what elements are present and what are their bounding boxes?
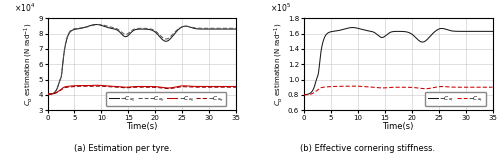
Text: (a) Estimation per tyre.: (a) Estimation per tyre. <box>74 144 172 153</box>
X-axis label: Time(s): Time(s) <box>126 122 158 131</box>
X-axis label: Time(s): Time(s) <box>382 122 414 131</box>
Legend: $-C_{\alpha_{fl}}$, $-C_{\alpha_{fr}}$, $-C_{\alpha_{rl}}$, $-C_{\alpha_{rr}}$: $-C_{\alpha_{fl}}$, $-C_{\alpha_{fr}}$, … <box>106 92 226 106</box>
Y-axis label: $C_\alpha$ estimation (N rad$^{-1}$): $C_\alpha$ estimation (N rad$^{-1}$) <box>273 22 285 106</box>
Text: $\times10^4$: $\times10^4$ <box>14 1 35 14</box>
Text: (b) Effective cornering stiffness.: (b) Effective cornering stiffness. <box>300 144 435 153</box>
Text: $\times10^5$: $\times10^5$ <box>270 1 291 14</box>
Legend: $-C_{\alpha_f}$, $-C_{\alpha_r}$: $-C_{\alpha_f}$, $-C_{\alpha_r}$ <box>426 92 486 106</box>
Y-axis label: $C_\alpha$ estimation (N rad$^{-1}$): $C_\alpha$ estimation (N rad$^{-1}$) <box>23 22 36 106</box>
